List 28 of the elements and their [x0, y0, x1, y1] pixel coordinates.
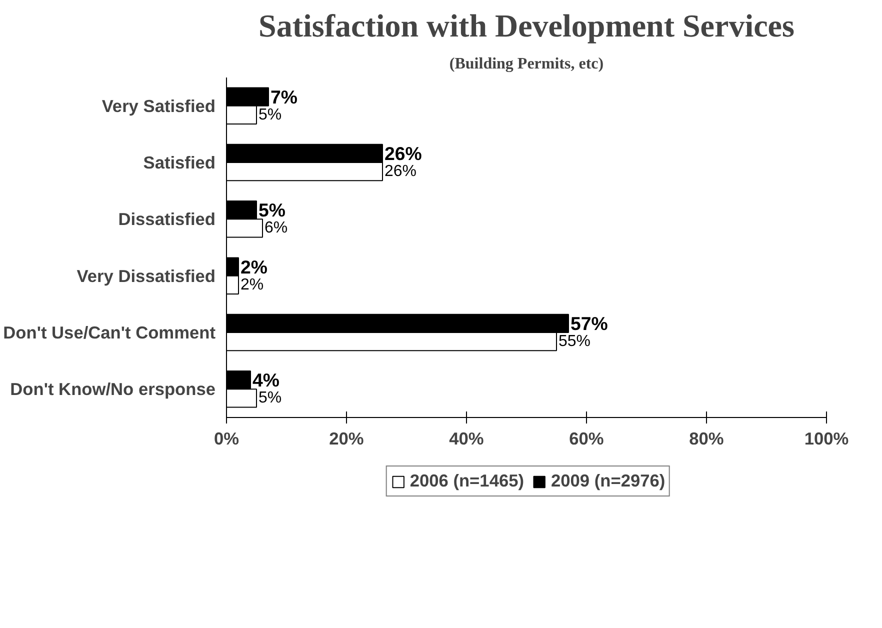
y-tick-label: Very Dissatisfied	[76, 266, 216, 286]
data-label: 7%	[270, 86, 298, 108]
chart-subtitle: (Building Permits, etc)	[449, 56, 604, 72]
data-label: 5%	[258, 200, 286, 221]
x-tick-label: 0%	[214, 428, 240, 448]
data-label: 26%	[384, 163, 417, 180]
x-tick-label: 20%	[329, 428, 364, 448]
y-tick-label: Satisfied	[143, 152, 216, 172]
y-tick-label: Very Satisfied	[102, 96, 216, 116]
data-label: 57%	[570, 312, 608, 334]
chart-title: Satisfaction with Development Services	[258, 8, 794, 44]
x-tick-label: 60%	[569, 428, 604, 448]
y-tick-label: Don't Know/No ersponse	[10, 379, 216, 400]
data-label: 5%	[258, 106, 282, 124]
x-tick-label: 80%	[689, 428, 724, 448]
data-label: 4%	[252, 370, 280, 391]
x-tick-label: 100%	[804, 428, 849, 448]
legend-label: 2009 (n=2976)	[551, 470, 666, 492]
data-label: 2%	[240, 256, 268, 278]
x-tick-label: 40%	[449, 428, 484, 448]
data-label: 6%	[264, 220, 288, 237]
legend-label: 2006 (n=1465)	[410, 470, 524, 492]
y-tick-label: Dissatisfied	[118, 209, 216, 230]
data-label: 2%	[240, 276, 264, 294]
data-label: 26%	[384, 142, 422, 164]
data-label: 55%	[558, 333, 591, 350]
data-label: 5%	[258, 390, 282, 407]
y-tick-label: Don't Use/Can't Comment	[3, 322, 216, 342]
